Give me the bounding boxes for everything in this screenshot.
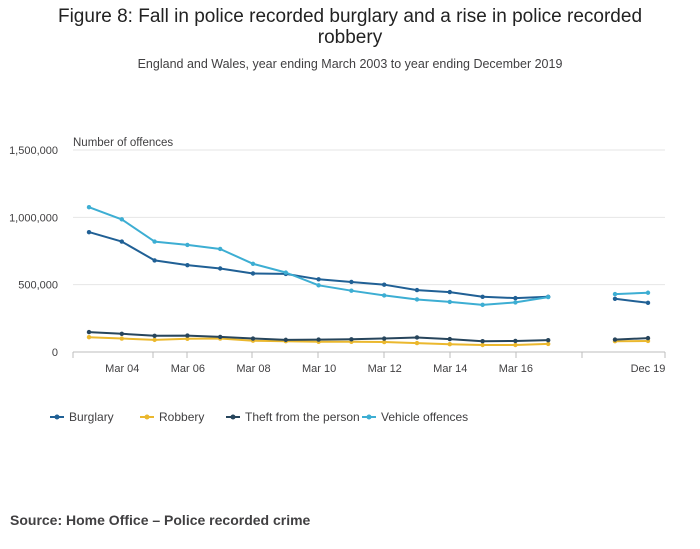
data-point — [349, 288, 354, 293]
data-point — [119, 331, 125, 337]
data-point — [645, 335, 651, 341]
series-vehicle-offences — [86, 205, 651, 308]
x-tick-label: Mar 04 — [105, 363, 139, 375]
y-tick-label: 0 — [52, 347, 58, 359]
x-tick-label: Mar 16 — [499, 363, 533, 375]
series-theft-from-the-person — [86, 329, 651, 344]
data-point — [513, 295, 518, 301]
data-point — [152, 337, 157, 343]
data-point — [86, 229, 92, 235]
data-point — [218, 266, 223, 271]
source-note: Source: Home Office – Police recorded cr… — [10, 512, 311, 528]
data-point — [447, 299, 452, 305]
data-point — [152, 333, 157, 339]
data-point — [382, 293, 387, 298]
data-point — [250, 261, 256, 266]
data-point — [612, 337, 618, 342]
legend-item: Robbery — [140, 410, 204, 424]
data-point — [86, 334, 92, 340]
data-point — [546, 294, 551, 300]
y-tick-label: 500,000 — [18, 280, 58, 292]
legend-swatch-marker — [54, 414, 60, 420]
data-point — [316, 283, 321, 288]
data-point — [316, 277, 321, 282]
legend-swatch-marker — [230, 414, 236, 420]
data-point — [546, 341, 551, 347]
data-point — [414, 335, 420, 340]
series-burglary — [86, 229, 651, 306]
data-point — [414, 340, 420, 346]
data-point — [480, 339, 485, 344]
data-point — [645, 300, 651, 306]
series-group — [86, 205, 651, 348]
legend-label: Theft from the person — [245, 410, 360, 424]
data-point — [447, 289, 452, 295]
data-point — [185, 242, 190, 248]
data-point — [513, 342, 518, 348]
data-point — [447, 336, 452, 342]
data-point — [645, 290, 651, 295]
data-point — [382, 339, 387, 345]
data-point — [480, 302, 485, 308]
data-point — [119, 217, 125, 222]
legend-item: Burglary — [50, 410, 114, 424]
data-point — [414, 297, 420, 302]
legend-swatch-marker — [366, 414, 372, 420]
data-point — [382, 282, 387, 287]
x-tick-label: Mar 12 — [368, 363, 402, 375]
data-point — [86, 329, 92, 335]
legend-swatch-marker — [144, 414, 150, 420]
legend-label: Vehicle offences — [381, 410, 468, 424]
axes: 0 500,000 1,000,000 1,500,000 Number of offe… — [9, 137, 666, 375]
data-point — [152, 239, 157, 244]
data-point — [612, 291, 618, 297]
chart-title: Figure 8: Fall in police recorded burgla… — [57, 6, 643, 48]
data-point — [218, 246, 223, 252]
x-tick-label: Mar 08 — [236, 363, 270, 375]
data-point — [316, 337, 321, 342]
data-point — [447, 341, 452, 347]
x-tick-label: Dec 19 — [631, 363, 666, 375]
y-tick-label: 1,500,000 — [9, 145, 58, 157]
x-tick-label: Mar 06 — [171, 363, 205, 375]
chart-subtitle: England and Wales, year ending March 200… — [137, 57, 563, 71]
x-tick-label: Mar 14 — [433, 363, 467, 375]
legend-label: Robbery — [159, 410, 204, 424]
legend-item: Vehicle offences — [362, 410, 468, 424]
data-point — [250, 336, 256, 341]
data-point — [119, 239, 125, 244]
legend-item: Theft from the person — [226, 410, 360, 424]
line-chart: 0 500,000 1,000,000 1,500,000 Number of offe… — [9, 137, 666, 424]
data-point — [119, 336, 125, 341]
legend-label: Burglary — [69, 410, 114, 424]
y-tick-label: 1,000,000 — [9, 212, 58, 224]
data-point — [480, 342, 485, 348]
data-point — [185, 262, 190, 268]
data-point — [513, 300, 518, 305]
data-point — [414, 287, 420, 293]
data-point — [513, 338, 518, 344]
data-point — [250, 271, 256, 276]
data-point — [86, 205, 92, 210]
data-point — [283, 337, 288, 343]
data-point — [546, 337, 551, 343]
x-tick-label: Mar 10 — [302, 363, 336, 375]
data-point — [283, 270, 288, 275]
data-point — [218, 334, 223, 340]
data-point — [349, 279, 354, 285]
data-point — [185, 336, 190, 342]
data-point — [349, 337, 354, 342]
data-point — [185, 333, 190, 338]
y-axis-label: Number of offences — [73, 137, 173, 149]
data-point — [480, 294, 485, 299]
legend: Burglary Robbery Theft from the person Vehi… — [50, 410, 468, 424]
data-point — [612, 296, 618, 302]
series-line — [88, 206, 649, 306]
data-point — [152, 258, 157, 263]
series-robbery — [86, 334, 651, 348]
data-point — [382, 336, 387, 341]
gridlines — [73, 149, 665, 353]
